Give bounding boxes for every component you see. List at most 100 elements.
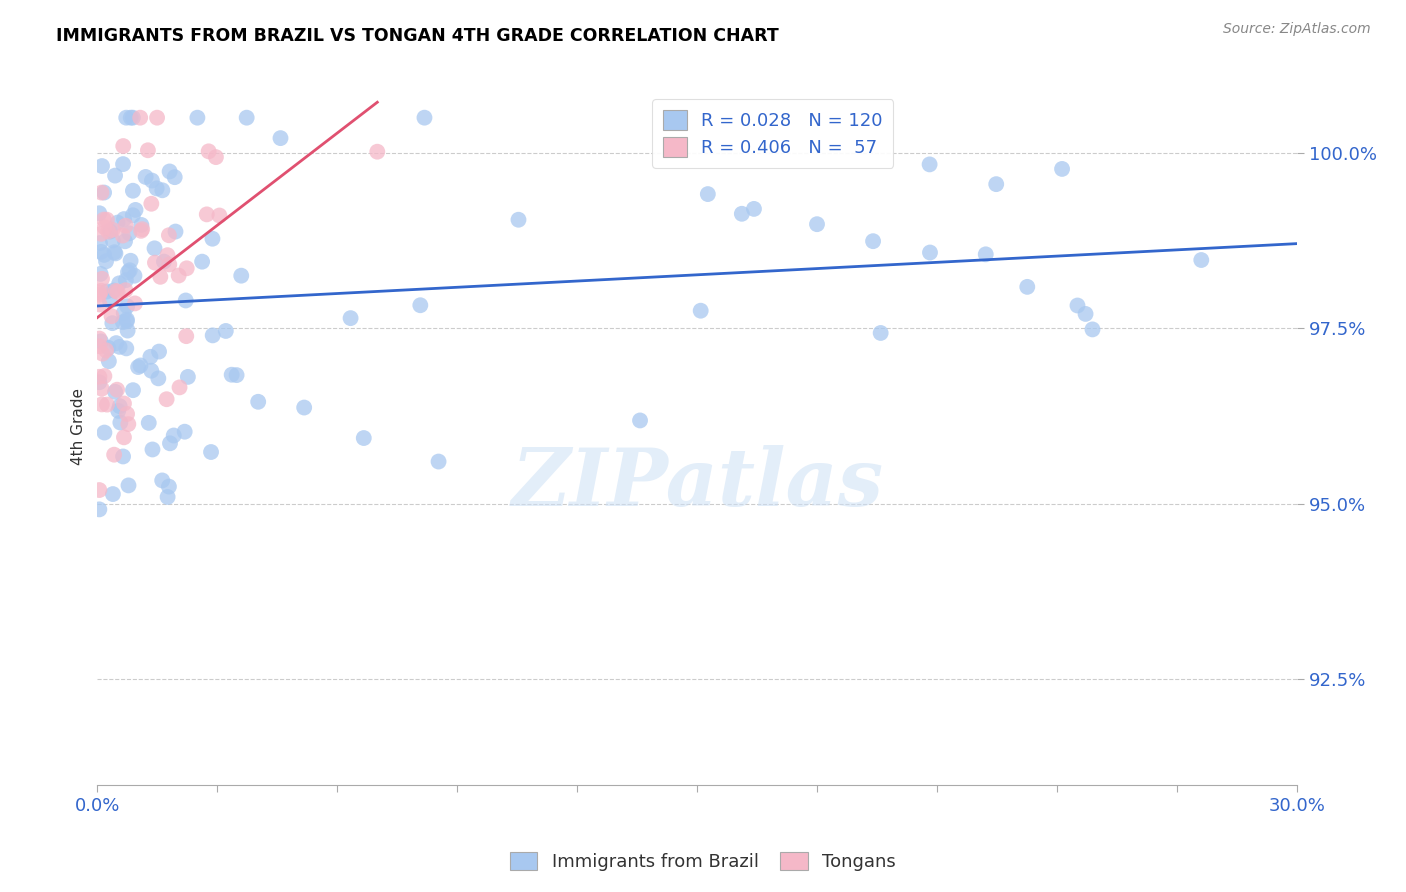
Point — [131, 218, 153, 232]
Point — [107, 404, 129, 418]
Point — [93, 212, 115, 227]
Point — [131, 222, 153, 236]
Point — [101, 316, 124, 330]
Point — [742, 202, 765, 216]
Point — [96, 212, 118, 227]
Point — [101, 234, 124, 248]
Point — [918, 245, 941, 260]
Point — [117, 265, 139, 279]
Point — [138, 416, 160, 430]
Point — [115, 273, 138, 287]
Point — [108, 340, 131, 354]
Point — [114, 219, 136, 233]
Point — [353, 431, 375, 445]
Point — [409, 298, 432, 312]
Point — [89, 285, 111, 300]
Point — [173, 425, 195, 439]
Point — [247, 394, 270, 409]
Point — [114, 234, 136, 248]
Point — [157, 257, 180, 271]
Point — [91, 159, 114, 173]
Point — [177, 370, 200, 384]
Point — [91, 346, 114, 360]
Point — [153, 254, 176, 268]
Point — [231, 268, 253, 283]
Point — [163, 170, 186, 185]
Point — [89, 369, 111, 384]
Point — [628, 413, 651, 427]
Point — [97, 341, 120, 355]
Point — [270, 131, 292, 145]
Point — [806, 217, 828, 231]
Point — [1050, 161, 1073, 176]
Point — [120, 111, 142, 125]
Point — [1017, 280, 1039, 294]
Point — [157, 228, 180, 243]
Point — [101, 223, 124, 237]
Point — [112, 139, 135, 153]
Point — [145, 181, 167, 195]
Point — [103, 245, 125, 260]
Point — [89, 297, 111, 311]
Point — [120, 253, 142, 268]
Point — [89, 332, 111, 346]
Legend: Immigrants from Brazil, Tongans: Immigrants from Brazil, Tongans — [503, 845, 903, 879]
Point — [117, 324, 139, 338]
Point — [986, 177, 1008, 191]
Point — [136, 143, 159, 157]
Point — [105, 336, 128, 351]
Point — [89, 339, 111, 353]
Point — [195, 207, 218, 221]
Point — [122, 383, 145, 397]
Point — [90, 397, 112, 411]
Point — [105, 383, 128, 397]
Point — [143, 255, 166, 269]
Point — [107, 216, 129, 230]
Point — [98, 293, 121, 308]
Point — [117, 417, 139, 431]
Point — [1189, 253, 1212, 268]
Text: IMMIGRANTS FROM BRAZIL VS TONGAN 4TH GRADE CORRELATION CHART: IMMIGRANTS FROM BRAZIL VS TONGAN 4TH GRA… — [56, 27, 779, 45]
Point — [93, 369, 115, 384]
Point — [89, 483, 111, 497]
Point — [111, 315, 134, 329]
Point — [107, 285, 129, 299]
Point — [90, 382, 112, 396]
Point — [221, 368, 243, 382]
Point — [201, 328, 224, 343]
Point — [89, 502, 111, 516]
Text: Source: ZipAtlas.com: Source: ZipAtlas.com — [1223, 22, 1371, 37]
Point — [148, 344, 170, 359]
Point — [689, 303, 711, 318]
Point — [129, 359, 152, 373]
Point — [97, 354, 120, 368]
Point — [141, 196, 163, 211]
Point — [118, 227, 141, 241]
Point — [141, 173, 163, 187]
Point — [98, 225, 121, 239]
Point — [174, 293, 197, 308]
Point — [146, 111, 169, 125]
Point — [103, 448, 125, 462]
Point — [89, 287, 111, 301]
Point — [94, 343, 117, 358]
Point — [165, 225, 187, 239]
Point — [112, 306, 135, 320]
Point — [169, 380, 191, 394]
Point — [159, 164, 181, 178]
Point — [974, 247, 997, 261]
Point — [127, 359, 149, 374]
Point — [117, 478, 139, 492]
Point — [121, 208, 143, 222]
Point — [115, 299, 138, 313]
Point — [869, 326, 891, 340]
Point — [90, 244, 112, 259]
Point — [108, 399, 131, 413]
Point — [104, 246, 127, 260]
Point — [94, 254, 117, 268]
Point — [115, 111, 138, 125]
Point — [200, 445, 222, 459]
Point — [339, 311, 361, 326]
Point — [156, 248, 179, 262]
Point — [366, 145, 388, 159]
